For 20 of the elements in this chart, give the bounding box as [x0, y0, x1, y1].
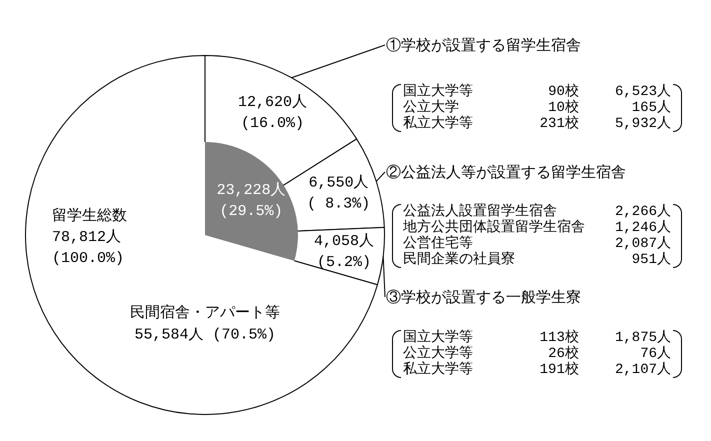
slice-label: ②公益法人等が設置する留学生宿舎 — [386, 163, 626, 182]
text: 公立大学等 26校 76人 — [403, 346, 671, 362]
data-label: 4,058人 (5.2%) — [314, 233, 374, 272]
text: 国立大学等 113校 1,875人 — [403, 330, 671, 346]
slice-label: 民間宿舎・アパート等 — [129, 303, 281, 322]
slice-label: ③学校が設置する一般学生寮 — [386, 288, 581, 307]
text: 国立大学等 90校 6,523人 — [403, 84, 671, 100]
text: 留学生総数 78,812人 (100.0%) — [52, 206, 127, 269]
data-label: 55,584人 (70.5%) — [134, 326, 276, 344]
text: 公益法人設置留学生宿舎 2,266人 — [403, 204, 671, 220]
data-label: 6,550人 ( 8.3%) — [307, 174, 370, 213]
data-label: 12,620人 (16.0%) — [238, 94, 308, 132]
text: 私立大学等 191校 2,107人 — [403, 362, 671, 378]
text: 民間企業の社員寮 951人 — [403, 252, 671, 268]
text: 公立大学 10校 165人 — [403, 100, 671, 116]
text: 私立大学等 231校 5,932人 — [403, 116, 671, 132]
text: 公営住宅等 2,087人 — [403, 236, 671, 252]
slice-label: ①学校が設置する留学生宿舎 — [386, 36, 581, 55]
text: 地方公共団体設置留学生宿舎 1,246人 — [403, 220, 671, 236]
data-label: 23,228人 (29.5%) — [216, 182, 286, 220]
